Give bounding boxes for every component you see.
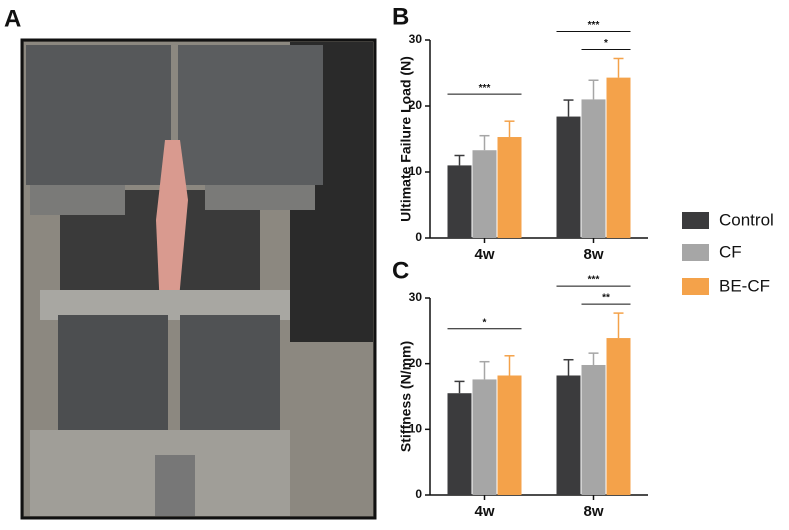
tissue bbox=[156, 140, 188, 310]
legend-swatch bbox=[682, 212, 709, 229]
bar bbox=[447, 393, 472, 495]
legend-label: CF bbox=[719, 242, 742, 261]
bar bbox=[581, 99, 606, 239]
lower-grip bbox=[58, 315, 168, 435]
panel-label: C bbox=[392, 257, 409, 284]
significance-label: * bbox=[483, 317, 487, 328]
y-tick-label: 0 bbox=[415, 230, 422, 244]
x-tick-label: 8w bbox=[583, 503, 603, 520]
bar bbox=[606, 338, 631, 495]
panel-label: B bbox=[392, 3, 409, 30]
upper-grip bbox=[26, 45, 171, 185]
x-tick-label: 8w bbox=[583, 246, 603, 263]
bar bbox=[556, 375, 581, 495]
legend: Control CF BE-CF bbox=[682, 210, 774, 295]
y-tick-label: 20 bbox=[409, 98, 423, 112]
lower-grip bbox=[180, 315, 280, 435]
y-tick-label: 30 bbox=[409, 32, 423, 46]
y-axis-label: Stiffness (N/mm) bbox=[398, 341, 414, 452]
y-axis-label: Ultimate Failure Load (N) bbox=[398, 56, 414, 222]
y-tick-label: 0 bbox=[415, 487, 422, 501]
significance-label: ** bbox=[602, 293, 610, 304]
bar bbox=[472, 379, 497, 495]
legend-swatch bbox=[682, 278, 709, 295]
x-tick-label: 4w bbox=[474, 246, 494, 263]
legend-swatch bbox=[682, 244, 709, 261]
bar bbox=[497, 375, 522, 495]
y-tick-label: 20 bbox=[409, 356, 423, 370]
legend-label: BE-CF bbox=[719, 276, 770, 295]
grip-edge bbox=[30, 185, 125, 215]
grip-edge bbox=[205, 185, 315, 210]
significance-label: *** bbox=[479, 83, 491, 94]
photo bbox=[20, 38, 377, 520]
significance-label: * bbox=[604, 38, 608, 49]
bar bbox=[556, 116, 581, 238]
y-tick-label: 30 bbox=[409, 290, 423, 304]
bar bbox=[497, 137, 522, 238]
x-tick-label: 4w bbox=[474, 503, 494, 520]
bar bbox=[606, 77, 631, 239]
y-tick-label: 10 bbox=[409, 422, 423, 436]
significance-label: *** bbox=[588, 275, 600, 286]
bar bbox=[472, 150, 497, 238]
bar bbox=[581, 364, 606, 495]
upper-grip bbox=[178, 45, 323, 185]
bar bbox=[447, 165, 472, 238]
significance-label: *** bbox=[588, 20, 600, 31]
y-tick-label: 10 bbox=[409, 164, 423, 178]
panel-label: A bbox=[4, 5, 21, 32]
rod bbox=[155, 455, 195, 516]
legend-label: Control bbox=[719, 210, 774, 229]
